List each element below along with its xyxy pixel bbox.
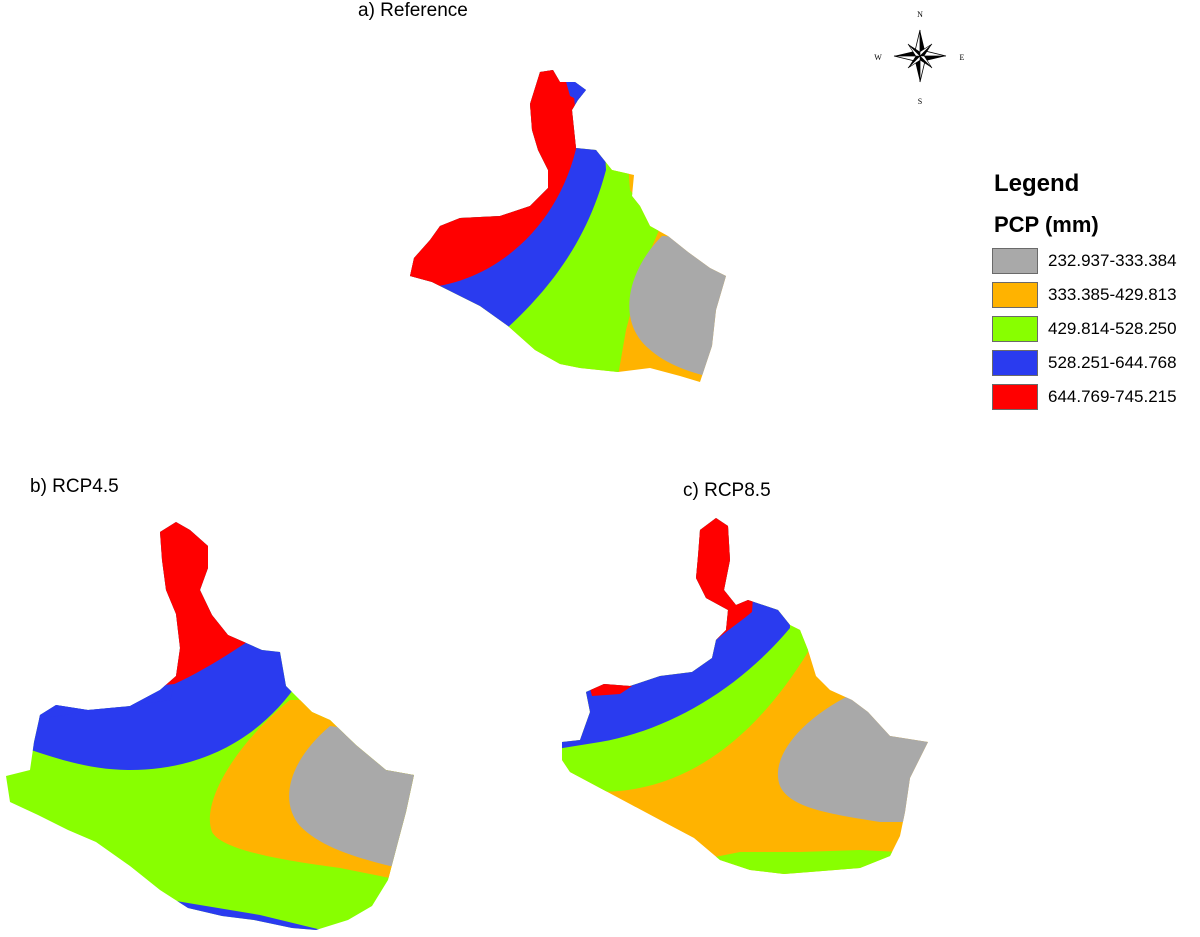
compass-n: N: [917, 10, 923, 19]
compass-w: W: [874, 53, 882, 62]
legend-swatch: [992, 282, 1038, 308]
map-rcp85: [562, 518, 928, 874]
legend-subtitle: PCP (mm): [994, 212, 1099, 237]
legend-swatch: [992, 248, 1038, 274]
legend-swatch: [992, 384, 1038, 410]
legend-item: 528.251-644.768: [992, 346, 1177, 380]
compass-s: S: [918, 97, 922, 106]
legend-title: Legend: [994, 170, 1080, 197]
legend-item: 333.385-429.813: [992, 278, 1177, 312]
zone-528-644: [565, 78, 588, 100]
legend-label: 644.769-745.215: [1048, 387, 1177, 406]
legend-item: 644.769-745.215: [992, 380, 1177, 414]
panel-title-reference: a) Reference: [358, 0, 468, 21]
legend-label: 528.251-644.768: [1048, 353, 1177, 372]
legend-label: 232.937-333.384: [1048, 251, 1177, 270]
legend-item: 429.814-528.250: [992, 312, 1177, 346]
legend: Legend PCP (mm) 232.937-333.384 333.385-…: [992, 170, 1177, 414]
legend-item: 232.937-333.384: [992, 244, 1177, 278]
compass-e: E: [960, 53, 965, 62]
compass-rose-icon: N S E W: [874, 10, 965, 106]
legend-label: 429.814-528.250: [1048, 319, 1177, 338]
zone-644-745: [562, 518, 760, 650]
legend-swatch: [992, 316, 1038, 342]
map-reference: [410, 70, 726, 382]
legend-label: 333.385-429.813: [1048, 285, 1177, 304]
panel-title-rcp45: b) RCP4.5: [30, 476, 119, 497]
panel-title-rcp85: c) RCP8.5: [683, 480, 771, 501]
zone-232-333: [629, 236, 726, 380]
legend-swatch: [992, 350, 1038, 376]
map-rcp45: [6, 522, 414, 930]
zone-429-528: [700, 850, 900, 874]
